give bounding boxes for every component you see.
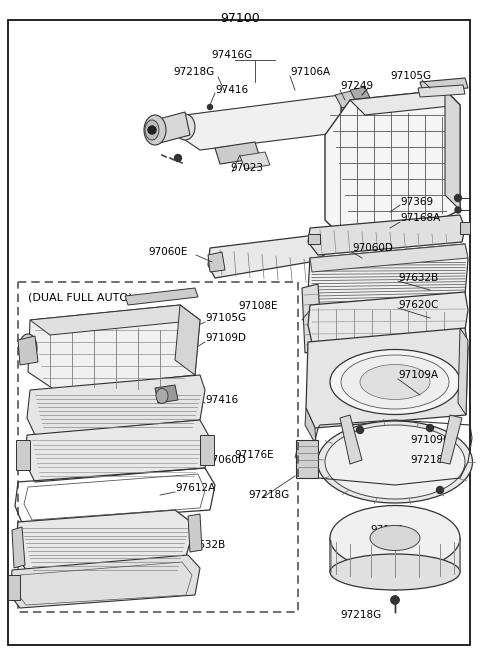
Text: 97060E: 97060E [148,247,187,257]
Polygon shape [12,527,25,568]
Text: 97108E: 97108E [238,301,277,311]
Text: 97612A: 97612A [175,483,215,493]
Polygon shape [325,90,460,235]
Polygon shape [188,514,202,552]
Polygon shape [208,232,345,278]
Ellipse shape [341,355,449,409]
Text: 97369: 97369 [400,197,433,207]
Polygon shape [420,78,468,92]
Polygon shape [458,328,468,415]
Polygon shape [30,305,200,335]
Polygon shape [28,305,200,390]
Circle shape [391,596,399,604]
Text: 97249: 97249 [340,81,373,91]
Polygon shape [175,305,200,375]
Polygon shape [155,385,178,403]
Text: 97218G: 97218G [248,490,289,500]
Bar [8,575,20,600]
Ellipse shape [330,554,460,590]
Text: 97023: 97023 [230,163,263,173]
Circle shape [436,487,444,493]
Polygon shape [310,244,468,272]
Ellipse shape [370,525,420,550]
Polygon shape [125,288,198,305]
Circle shape [391,596,399,604]
Text: 97218G: 97218G [410,455,451,465]
Text: 97109D: 97109D [205,333,246,343]
Polygon shape [308,215,465,255]
Circle shape [207,105,213,109]
Bar [460,222,470,234]
Text: 97218G: 97218G [340,610,381,620]
Polygon shape [302,284,322,353]
Circle shape [427,424,433,432]
Ellipse shape [360,364,430,400]
Text: 97168A: 97168A [400,213,440,223]
Bar [18,282,298,612]
Text: 97416: 97416 [205,395,238,405]
Text: 97632B: 97632B [398,273,438,283]
Polygon shape [350,90,460,115]
Circle shape [455,207,461,213]
Circle shape [357,426,363,434]
Polygon shape [335,90,362,108]
Text: 97109C: 97109C [410,435,450,445]
Polygon shape [350,87,370,102]
Polygon shape [340,415,362,464]
Polygon shape [215,142,260,164]
Ellipse shape [156,388,168,403]
Polygon shape [240,152,270,169]
Text: 97109A: 97109A [398,370,438,380]
Polygon shape [308,244,468,308]
Ellipse shape [19,334,37,362]
Circle shape [175,155,181,162]
Text: (DUAL FULL AUTO): (DUAL FULL AUTO) [28,292,132,302]
Polygon shape [15,510,195,572]
Polygon shape [25,420,210,482]
Polygon shape [306,328,468,428]
Text: 97176E: 97176E [234,450,274,460]
Ellipse shape [330,350,460,415]
Polygon shape [185,95,360,150]
Ellipse shape [145,120,159,140]
Text: 97416: 97416 [215,85,248,95]
Polygon shape [155,112,190,143]
Circle shape [455,195,461,202]
Polygon shape [445,90,460,210]
Text: 97100: 97100 [220,12,260,25]
Text: 97218G: 97218G [173,67,215,77]
Text: 97632B: 97632B [185,540,225,550]
Circle shape [148,126,156,134]
Ellipse shape [325,425,465,499]
Bar [16,440,30,470]
Bar [296,440,318,478]
Ellipse shape [341,101,359,123]
Text: 97060D: 97060D [352,243,393,253]
Text: 97105G: 97105G [390,71,431,81]
Text: 97060D: 97060D [205,455,246,465]
Polygon shape [418,85,465,97]
Polygon shape [305,408,316,445]
Polygon shape [18,336,38,365]
Polygon shape [208,252,225,272]
Bar [200,435,214,465]
Polygon shape [330,538,460,590]
Polygon shape [10,555,200,608]
Polygon shape [440,415,462,464]
Text: 97105G: 97105G [205,313,246,323]
Ellipse shape [144,115,166,145]
Bar [308,234,320,244]
Polygon shape [308,292,468,343]
Ellipse shape [317,421,472,503]
Text: 97106A: 97106A [290,67,330,77]
Text: 97116: 97116 [370,525,403,535]
Polygon shape [27,375,205,435]
Text: 97620C: 97620C [22,587,62,597]
Text: 97620C: 97620C [398,300,438,310]
Ellipse shape [175,114,195,140]
Text: 97416G: 97416G [211,50,252,60]
Ellipse shape [330,506,460,571]
